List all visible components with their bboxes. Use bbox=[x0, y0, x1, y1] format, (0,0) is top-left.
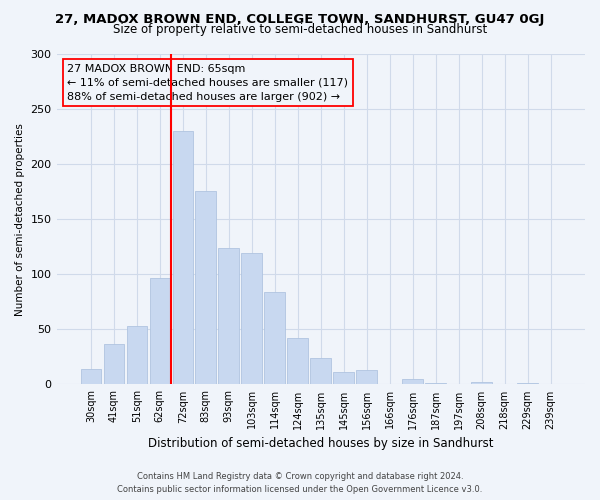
Bar bbox=[472, 382, 492, 384]
Text: Size of property relative to semi-detached houses in Sandhurst: Size of property relative to semi-detach… bbox=[113, 22, 487, 36]
Bar bbox=[241, 254, 262, 384]
Bar bbox=[356, 370, 377, 384]
Bar bbox=[173, 131, 193, 384]
Bar bbox=[218, 248, 239, 384]
Bar bbox=[287, 338, 308, 384]
Y-axis label: Number of semi-detached properties: Number of semi-detached properties bbox=[15, 123, 25, 316]
X-axis label: Distribution of semi-detached houses by size in Sandhurst: Distribution of semi-detached houses by … bbox=[148, 437, 494, 450]
Text: 27 MADOX BROWN END: 65sqm
← 11% of semi-detached houses are smaller (117)
88% of: 27 MADOX BROWN END: 65sqm ← 11% of semi-… bbox=[67, 64, 348, 102]
Bar bbox=[310, 358, 331, 384]
Bar bbox=[196, 190, 216, 384]
Bar bbox=[149, 278, 170, 384]
Bar bbox=[403, 379, 423, 384]
Bar bbox=[334, 372, 354, 384]
Bar bbox=[104, 344, 124, 384]
Text: Contains HM Land Registry data © Crown copyright and database right 2024.
Contai: Contains HM Land Registry data © Crown c… bbox=[118, 472, 482, 494]
Text: 27, MADOX BROWN END, COLLEGE TOWN, SANDHURST, GU47 0GJ: 27, MADOX BROWN END, COLLEGE TOWN, SANDH… bbox=[55, 12, 545, 26]
Bar bbox=[265, 292, 285, 384]
Bar bbox=[127, 326, 147, 384]
Bar bbox=[80, 369, 101, 384]
